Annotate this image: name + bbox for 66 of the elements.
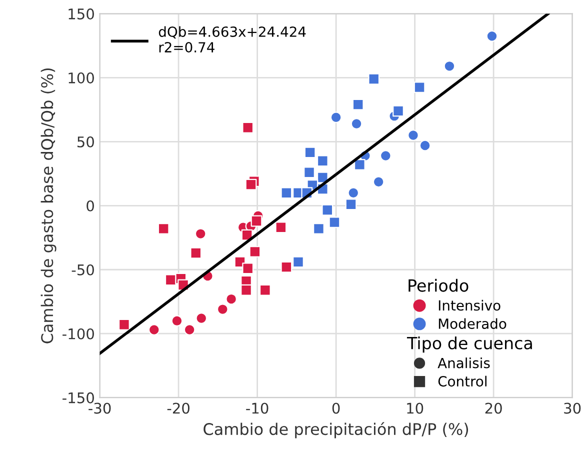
- point: [245, 178, 257, 190]
- y-tick-label: 150: [68, 8, 94, 20]
- point: [280, 261, 292, 273]
- point: [184, 324, 196, 336]
- x-tick-label: 20: [485, 402, 502, 414]
- x-tick-label: 30: [564, 402, 581, 414]
- x-tick-label: -10: [246, 402, 268, 414]
- point: [408, 130, 419, 141]
- legend-title: Periodo: [408, 278, 468, 292]
- y-tick-label: -50: [72, 264, 94, 276]
- annotation: Control: [438, 376, 486, 387]
- point: [348, 187, 360, 199]
- point: [164, 274, 176, 286]
- x-tick-label: 0: [332, 402, 340, 414]
- point: [216, 304, 228, 315]
- point: [250, 215, 262, 227]
- point: [242, 122, 254, 134]
- point: [196, 312, 208, 324]
- point: [328, 216, 340, 228]
- point: [345, 198, 357, 210]
- point: [368, 73, 380, 85]
- point: [292, 256, 304, 268]
- point: [380, 150, 392, 162]
- point: [316, 155, 328, 167]
- point: [280, 187, 292, 199]
- point: [194, 228, 206, 240]
- point: [330, 112, 342, 124]
- point: [226, 293, 238, 305]
- point: [414, 82, 426, 93]
- point: [392, 105, 404, 117]
- point: [275, 222, 287, 234]
- y-tick-label: 100: [68, 72, 94, 84]
- annotation: Analisis: [438, 358, 490, 368]
- point: [242, 262, 254, 274]
- point: [419, 140, 431, 152]
- point: [240, 284, 252, 296]
- point: [118, 318, 130, 330]
- x-tick-label: 10: [407, 402, 424, 414]
- point: [304, 146, 316, 158]
- point: [354, 159, 366, 170]
- point: [190, 247, 202, 259]
- x-axis-title: Cambio de precipitación dP/P (%): [204, 422, 468, 438]
- y-tick-label: -100: [62, 328, 94, 340]
- point: [249, 246, 261, 258]
- point: [259, 284, 271, 296]
- point: [158, 222, 170, 234]
- point: [486, 30, 498, 42]
- point: [444, 60, 456, 72]
- point: [372, 176, 384, 188]
- point: [322, 204, 334, 216]
- point: [171, 315, 183, 327]
- x-tick-label: -30: [88, 402, 111, 414]
- legend-label: dQb=4.663x+24.424 r2=0.74: [158, 26, 306, 53]
- legend-label: Moderado: [438, 318, 506, 329]
- y-tick-label: 50: [77, 136, 94, 148]
- point: [350, 118, 362, 130]
- y-axis-title: Cambio de gasto base dQb/Qb (%): [40, 68, 56, 344]
- y-tick-label: -150: [62, 392, 94, 404]
- y-tick-label: 0: [86, 200, 94, 212]
- point: [304, 166, 315, 178]
- x-tick-label: -20: [167, 402, 190, 414]
- point: [352, 98, 364, 110]
- point: [148, 324, 160, 336]
- annotation: Tipo de cuenca: [406, 336, 532, 353]
- legend-label: Intensivo: [438, 300, 500, 311]
- point: [313, 222, 324, 234]
